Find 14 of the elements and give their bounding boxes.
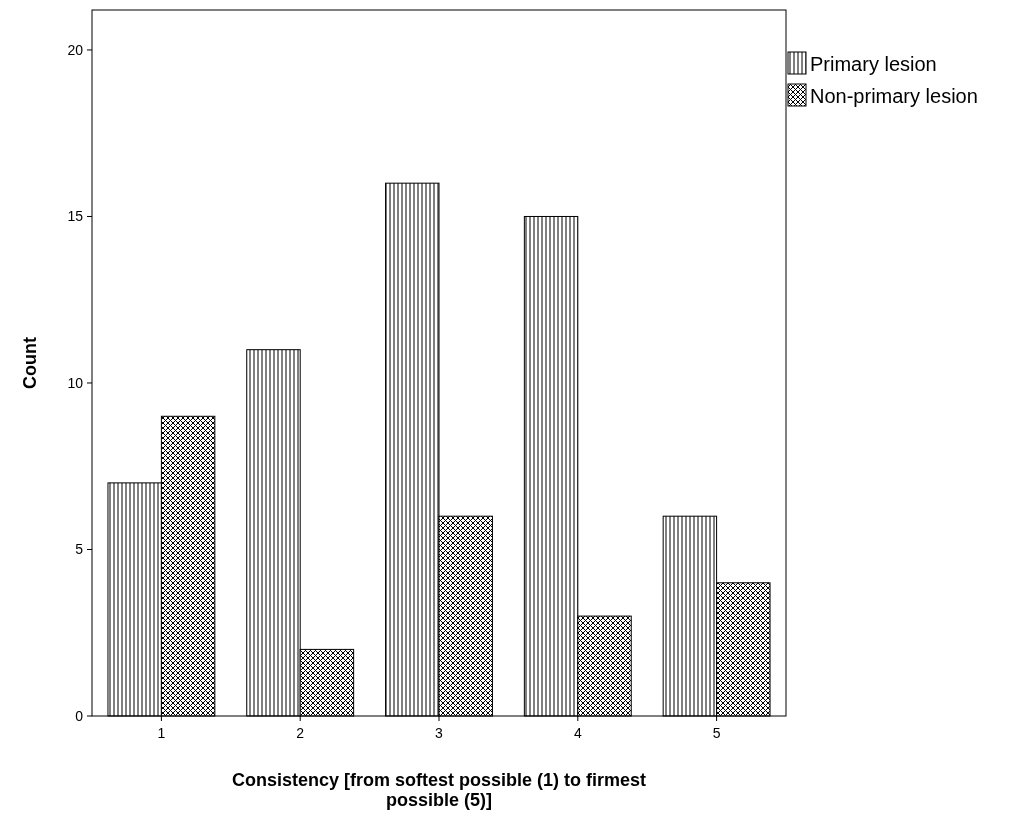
y-axis-title: Count — [20, 337, 40, 389]
x-tick-label: 4 — [573, 725, 582, 741]
x-axis-title: Consistency [from softest possible (1) to firmest possible (5)] — [231, 770, 647, 810]
y-tick-label: 10 — [67, 374, 84, 391]
y-tick-label: 15 — [67, 208, 84, 225]
x-tick-label: 5 — [712, 725, 721, 741]
x-tick-label: 2 — [296, 725, 305, 741]
y-tick-label: 20 — [67, 41, 84, 58]
legend-label: Non-primary lesion — [810, 85, 978, 107]
x-tick-label: 3 — [435, 725, 444, 741]
y-tick-label: 5 — [75, 541, 84, 558]
x-tick-label: 1 — [157, 725, 166, 741]
y-tick-label: 0 — [75, 707, 84, 724]
legend-label: Primary lesion — [810, 53, 937, 75]
